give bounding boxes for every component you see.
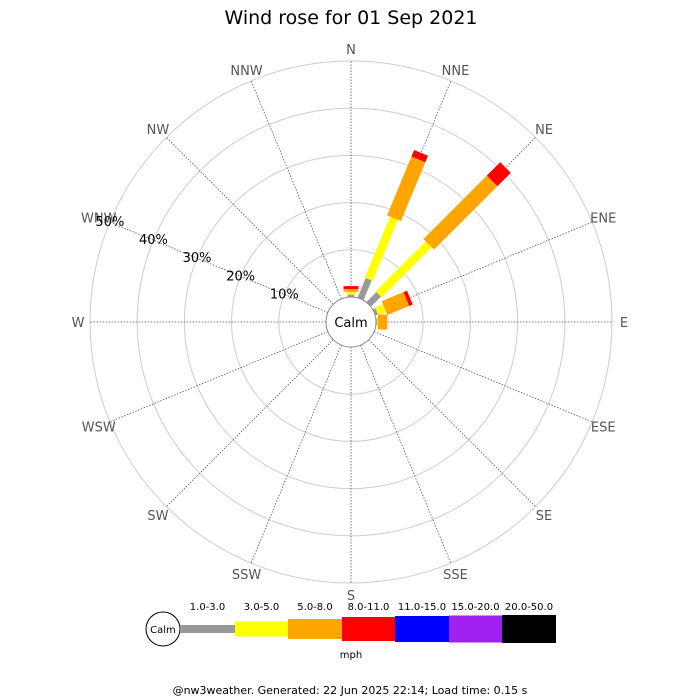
spoke-ese [373, 331, 593, 423]
spoke-nw [166, 137, 334, 305]
grid-ring [278, 249, 424, 395]
direction-label-wnw: WNW [81, 212, 117, 227]
legend-label-8.0-11.0: 8.0-11.0 [348, 602, 390, 613]
bar-nne-3.0-5.0 [364, 216, 398, 281]
legend-label-20.0-50.0: 20.0-50.0 [505, 602, 553, 613]
bar-nne-5.0-8.0 [387, 156, 426, 222]
legend-swatch-5.0-8.0 [288, 619, 342, 639]
bar-ne-8.0-11.0 [486, 162, 511, 187]
radial-tick-30pct: 30% [183, 251, 212, 266]
footer-text: @nw3weather. Generated: 22 Jun 2025 22:1… [173, 684, 528, 697]
bar-nne-8.0-11.0 [411, 149, 429, 163]
legend-swatch-15.0-20.0 [449, 615, 502, 643]
bar-ne-3.0-5.0 [375, 241, 432, 298]
direction-label-ne: NE [535, 123, 553, 138]
direction-label-w: W [72, 316, 85, 331]
calm-circle [325, 296, 377, 348]
bar-ene-8.0-11.0 [403, 290, 413, 306]
direction-label-s: S [347, 589, 355, 604]
spoke-wnw [109, 221, 329, 313]
legend-swatch-20.0-50.0 [502, 615, 556, 643]
calm-center: Calm [325, 296, 377, 348]
radial-tick-10pct: 10% [270, 287, 299, 302]
radial-tick-50pct: 50% [95, 215, 124, 230]
direction-label-n: N [346, 43, 356, 58]
wind-bars [343, 149, 511, 330]
direction-label-nnw: NNW [230, 64, 262, 79]
direction-label-nne: NNE [442, 64, 470, 79]
direction-label-wsw: WSW [82, 420, 116, 435]
spoke-sse [360, 344, 452, 564]
legend-unit: mph [340, 650, 362, 661]
direction-label-sse: SSE [443, 568, 468, 583]
speed-legend: Calm 1.0-3.0 3.0-5.0 5.0-8.0 8.0-11.0 11.0-15… [145, 602, 556, 661]
legend-swatch-3.0-5.0 [235, 621, 288, 637]
direction-label-sw: SW [147, 509, 168, 524]
direction-label-nw: NW [147, 123, 170, 138]
grid-ring [89, 60, 613, 584]
legend-swatch-11.0-15.0 [395, 616, 449, 642]
radial-tick-40pct: 40% [139, 233, 168, 248]
legend-swatch-8.0-11.0 [342, 617, 395, 641]
direction-label-ene: ENE [590, 212, 616, 227]
direction-label-se: SE [536, 509, 552, 524]
legend-swatch-1.0-3.0 [180, 625, 235, 633]
spoke-nnw [250, 80, 342, 300]
legend-label-15.0-20.0: 15.0-20.0 [451, 602, 499, 613]
direction-label-ssw: SSW [232, 568, 262, 583]
bar-ne-5.0-8.0 [423, 175, 498, 250]
radial-tick-labels: 10% 20% 30% 40% 50% [95, 215, 298, 302]
chart-title: Wind rose for 01 Sep 2021 [224, 7, 477, 29]
legend-label-3.0-5.0: 3.0-5.0 [244, 602, 279, 613]
bar-ene-3.0-5.0 [375, 304, 387, 316]
legend-label-5.0-8.0: 5.0-8.0 [297, 602, 332, 613]
direction-label-e: E [620, 316, 628, 331]
direction-labels: N NNE NE ENE E ESE SE SSE S SSW SW WSW W WNW NW NNW [72, 43, 629, 604]
legend-label-1.0-3.0: 1.0-3.0 [190, 602, 225, 613]
radial-tick-20pct: 20% [226, 269, 255, 284]
spoke-sw [166, 339, 334, 507]
spoke-wsw [109, 331, 329, 423]
spoke-ene [373, 221, 593, 313]
calm-label: Calm [334, 316, 367, 331]
legend-calm-label: Calm [150, 625, 176, 636]
bar-ne-1.0-3.0 [366, 292, 381, 307]
legend-label-11.0-15.0: 11.0-15.0 [398, 602, 446, 613]
bar-nne-1.0-3.0 [357, 278, 372, 301]
bar-ene-5.0-8.0 [381, 292, 410, 316]
spoke-se [368, 339, 536, 507]
grid-ring [136, 107, 566, 537]
spoke-ssw [250, 344, 342, 564]
direction-label-ese: ESE [591, 420, 616, 435]
